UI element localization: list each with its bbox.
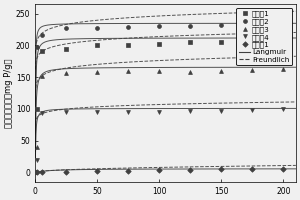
实验例4: [40, 112, 43, 114]
实验例2: [34, 171, 37, 174]
实验例1: [64, 47, 68, 50]
实验例1: [35, 108, 38, 110]
实验例2: [127, 26, 130, 28]
对比例1: [64, 171, 68, 173]
实验例3: [127, 70, 130, 72]
实验例1: [158, 42, 161, 45]
实验例2: [189, 25, 192, 27]
实验例3: [64, 72, 68, 74]
实验例4: [250, 108, 254, 111]
实验例4: [95, 111, 99, 113]
对比例1: [158, 169, 161, 171]
实验例1: [40, 49, 43, 52]
实验例1: [127, 44, 130, 47]
Y-axis label: 磷酸盐吸附量（mg P/g）: 磷酸盐吸附量（mg P/g）: [4, 58, 13, 128]
实验例3: [95, 71, 99, 73]
实验例3: [35, 146, 38, 148]
实验例2: [250, 24, 254, 26]
实验例4: [282, 108, 285, 110]
对比例1: [95, 170, 99, 172]
实验例4: [158, 111, 161, 113]
实验例4: [35, 159, 38, 162]
对比例1: [127, 169, 130, 172]
实验例4: [189, 110, 192, 113]
对比例1: [40, 171, 43, 174]
实验例3: [220, 70, 223, 72]
实验例2: [282, 23, 285, 26]
实验例3: [40, 75, 43, 77]
实验例2: [158, 25, 161, 27]
对比例1: [282, 168, 285, 170]
Line: 实验例1: 实验例1: [33, 38, 285, 174]
实验例1: [282, 39, 285, 42]
实验例1: [250, 40, 254, 42]
对比例1: [35, 171, 38, 174]
实验例4: [64, 111, 68, 113]
实验例1: [34, 171, 37, 174]
Line: 实验例3: 实验例3: [33, 67, 285, 174]
Line: 实验例2: 实验例2: [33, 23, 285, 174]
实验例1: [189, 41, 192, 43]
实验例4: [34, 171, 37, 174]
对比例1: [34, 171, 37, 174]
对比例1: [189, 169, 192, 171]
Legend: 实验例1, 实验例2, 实验例3, 实验例4, 对比例1, Langmuir, Freundlich: 实验例1, 实验例2, 实验例3, 实验例4, 对比例1, Langmuir, …: [236, 8, 292, 65]
实验例3: [282, 68, 285, 70]
实验例3: [34, 171, 37, 174]
实验例2: [35, 46, 38, 49]
实验例4: [220, 110, 223, 112]
实验例4: [127, 111, 130, 113]
实验例3: [250, 69, 254, 71]
Line: 对比例1: 对比例1: [33, 167, 285, 174]
对比例1: [220, 168, 223, 170]
对比例1: [250, 168, 254, 170]
实验例1: [220, 40, 223, 43]
Line: 实验例4: 实验例4: [33, 107, 285, 174]
实验例3: [158, 70, 161, 72]
实验例2: [40, 34, 43, 36]
实验例3: [189, 71, 192, 73]
实验例1: [95, 44, 99, 47]
实验例2: [95, 26, 99, 29]
实验例2: [220, 24, 223, 26]
实验例2: [64, 26, 68, 29]
